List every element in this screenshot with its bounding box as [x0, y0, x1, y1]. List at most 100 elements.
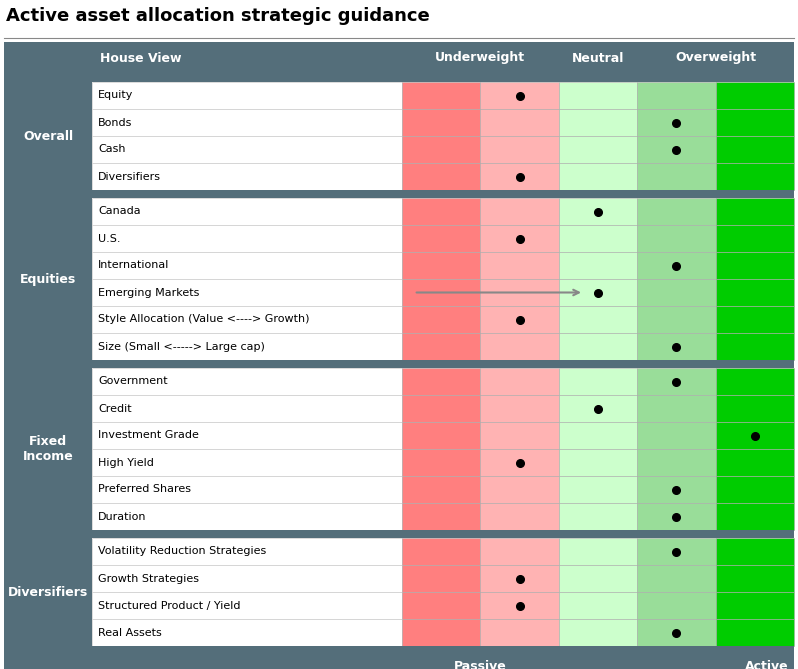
Bar — [716, 538, 794, 565]
Bar — [402, 109, 480, 136]
Bar — [716, 198, 794, 225]
Bar — [480, 422, 559, 449]
Bar — [637, 619, 716, 646]
Text: Emerging Markets: Emerging Markets — [98, 288, 200, 298]
Bar — [480, 163, 559, 190]
Bar — [92, 422, 402, 449]
Text: Passive: Passive — [454, 660, 507, 669]
Text: Credit: Credit — [98, 403, 132, 413]
Text: Neutral: Neutral — [572, 52, 624, 64]
Bar — [716, 565, 794, 592]
Bar — [92, 503, 402, 530]
Bar — [92, 333, 402, 360]
Bar — [402, 163, 480, 190]
Bar — [637, 136, 716, 163]
Bar — [402, 449, 480, 476]
Bar — [402, 136, 480, 163]
Bar — [716, 449, 794, 476]
Text: High Yield: High Yield — [98, 458, 154, 468]
Text: Active asset allocation strategic guidance: Active asset allocation strategic guidan… — [6, 7, 430, 25]
Text: Government: Government — [98, 377, 168, 387]
Bar — [559, 565, 637, 592]
Bar — [402, 422, 480, 449]
Bar — [716, 333, 794, 360]
Bar — [716, 368, 794, 395]
Text: Canada: Canada — [98, 207, 140, 217]
Bar — [402, 333, 480, 360]
Bar — [402, 279, 480, 306]
Bar — [716, 592, 794, 619]
Bar — [402, 592, 480, 619]
Bar — [637, 476, 716, 503]
Bar — [716, 395, 794, 422]
Bar — [559, 449, 637, 476]
Bar — [559, 109, 637, 136]
Bar — [480, 449, 559, 476]
Bar — [402, 538, 480, 565]
Bar — [637, 565, 716, 592]
Text: Investment Grade: Investment Grade — [98, 430, 199, 440]
Bar — [92, 225, 402, 252]
Bar — [716, 503, 794, 530]
Bar — [4, 368, 92, 530]
Bar — [480, 136, 559, 163]
Bar — [559, 538, 637, 565]
Text: House View: House View — [100, 52, 181, 64]
Bar — [92, 82, 402, 109]
Bar — [559, 252, 637, 279]
Bar — [480, 476, 559, 503]
Bar — [402, 252, 480, 279]
Bar — [716, 619, 794, 646]
Bar — [637, 422, 716, 449]
Bar — [559, 82, 637, 109]
Bar — [637, 592, 716, 619]
Bar — [402, 82, 480, 109]
Bar — [480, 503, 559, 530]
Bar — [716, 136, 794, 163]
Bar — [559, 279, 637, 306]
Bar — [92, 565, 402, 592]
Bar — [716, 476, 794, 503]
Bar — [637, 163, 716, 190]
Bar — [559, 333, 637, 360]
Text: Growth Strategies: Growth Strategies — [98, 573, 199, 583]
Bar — [716, 422, 794, 449]
Bar — [637, 538, 716, 565]
Bar — [480, 225, 559, 252]
Bar — [559, 619, 637, 646]
Bar — [559, 198, 637, 225]
Bar — [637, 252, 716, 279]
Bar — [92, 592, 402, 619]
Bar — [480, 279, 559, 306]
Bar — [480, 198, 559, 225]
Bar — [637, 395, 716, 422]
Text: Overall: Overall — [23, 130, 73, 142]
Bar — [480, 82, 559, 109]
Bar — [92, 279, 402, 306]
Bar — [480, 252, 559, 279]
Bar — [480, 109, 559, 136]
Bar — [4, 74, 794, 82]
Bar — [402, 198, 480, 225]
Bar — [559, 503, 637, 530]
Bar — [480, 592, 559, 619]
Bar — [4, 82, 92, 190]
Bar — [637, 368, 716, 395]
Bar — [402, 306, 480, 333]
Text: Equity: Equity — [98, 90, 133, 100]
Bar — [402, 395, 480, 422]
Bar — [716, 225, 794, 252]
Text: Active: Active — [745, 660, 789, 669]
Text: Overweight: Overweight — [675, 52, 757, 64]
Text: Size (Small <-----> Large cap): Size (Small <-----> Large cap) — [98, 341, 265, 351]
Bar — [559, 395, 637, 422]
Text: Cash: Cash — [98, 145, 125, 155]
Text: Fixed
Income: Fixed Income — [22, 435, 73, 463]
Text: Duration: Duration — [98, 512, 147, 522]
Bar — [402, 503, 480, 530]
Bar — [402, 619, 480, 646]
Text: Diversifiers: Diversifiers — [8, 585, 88, 599]
Bar — [480, 565, 559, 592]
Bar — [480, 333, 559, 360]
Bar — [716, 82, 794, 109]
